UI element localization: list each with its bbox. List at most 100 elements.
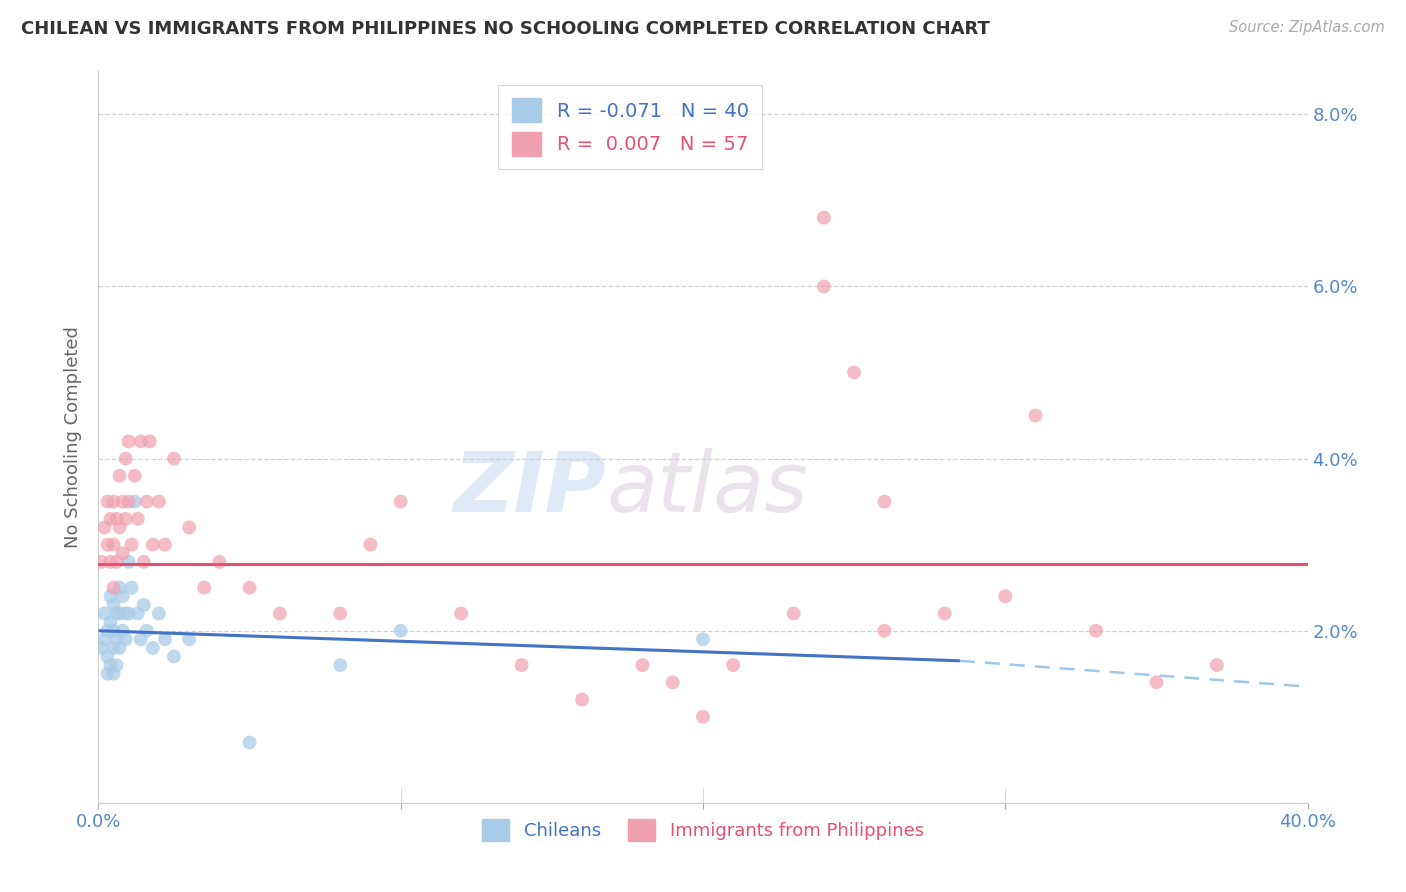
Point xyxy=(100,512,122,526)
Point xyxy=(148,607,170,621)
Point xyxy=(100,555,122,569)
Point xyxy=(103,640,125,655)
Text: CHILEAN VS IMMIGRANTS FROM PHILIPPINES NO SCHOOLING COMPLETED CORRELATION CHART: CHILEAN VS IMMIGRANTS FROM PHILIPPINES N… xyxy=(21,20,990,37)
Point xyxy=(934,607,956,621)
Point xyxy=(105,512,128,526)
Point xyxy=(142,538,165,552)
Point xyxy=(813,279,835,293)
Point xyxy=(124,468,146,483)
Point xyxy=(96,624,118,638)
Point xyxy=(571,692,593,706)
Point xyxy=(132,598,155,612)
Point xyxy=(329,607,352,621)
Text: atlas: atlas xyxy=(606,448,808,529)
Point xyxy=(844,366,866,380)
Point xyxy=(103,538,125,552)
Point xyxy=(103,598,125,612)
Point xyxy=(105,632,128,647)
Text: ZIP: ZIP xyxy=(454,448,606,529)
Point xyxy=(208,555,231,569)
Point xyxy=(114,512,136,526)
Point xyxy=(179,632,201,647)
Point xyxy=(127,512,149,526)
Point xyxy=(153,538,176,552)
Point xyxy=(118,434,141,449)
Point xyxy=(163,649,186,664)
Point xyxy=(114,451,136,466)
Point xyxy=(239,581,262,595)
Point xyxy=(105,658,128,673)
Point xyxy=(135,494,157,508)
Point xyxy=(389,494,412,508)
Point xyxy=(108,468,131,483)
Point xyxy=(108,640,131,655)
Point xyxy=(148,494,170,508)
Point xyxy=(142,640,165,655)
Point xyxy=(873,494,896,508)
Point xyxy=(132,555,155,569)
Point xyxy=(118,607,141,621)
Point xyxy=(100,589,122,603)
Point xyxy=(239,735,262,749)
Point xyxy=(96,666,118,681)
Point xyxy=(111,589,134,603)
Point xyxy=(723,658,745,673)
Point xyxy=(121,581,143,595)
Point xyxy=(329,658,352,673)
Point xyxy=(179,520,201,534)
Point xyxy=(692,710,714,724)
Point xyxy=(114,607,136,621)
Point xyxy=(90,555,112,569)
Point xyxy=(124,494,146,508)
Point xyxy=(93,607,115,621)
Point xyxy=(100,658,122,673)
Point xyxy=(118,555,141,569)
Point xyxy=(873,624,896,638)
Point xyxy=(1085,624,1108,638)
Point xyxy=(1144,675,1167,690)
Point xyxy=(129,632,152,647)
Point xyxy=(103,494,125,508)
Point xyxy=(692,632,714,647)
Point xyxy=(389,624,412,638)
Point xyxy=(163,451,186,466)
Point xyxy=(360,538,382,552)
Point xyxy=(135,624,157,638)
Point xyxy=(108,607,131,621)
Point xyxy=(105,555,128,569)
Point xyxy=(93,632,115,647)
Point xyxy=(510,658,533,673)
Point xyxy=(90,640,112,655)
Point xyxy=(994,589,1017,603)
Point xyxy=(1024,409,1046,423)
Point xyxy=(111,546,134,560)
Point xyxy=(103,581,125,595)
Point xyxy=(96,494,118,508)
Point xyxy=(96,649,118,664)
Point xyxy=(193,581,215,595)
Point xyxy=(631,658,654,673)
Point xyxy=(108,520,131,534)
Point xyxy=(450,607,472,621)
Point xyxy=(111,494,134,508)
Point xyxy=(96,538,118,552)
Point xyxy=(129,434,152,449)
Point xyxy=(127,607,149,621)
Point xyxy=(783,607,806,621)
Point xyxy=(103,666,125,681)
Text: Source: ZipAtlas.com: Source: ZipAtlas.com xyxy=(1229,20,1385,35)
Point xyxy=(661,675,683,690)
Point xyxy=(118,494,141,508)
Point xyxy=(813,211,835,225)
Point xyxy=(114,632,136,647)
Point xyxy=(153,632,176,647)
Point xyxy=(269,607,291,621)
Point xyxy=(105,607,128,621)
Point xyxy=(103,624,125,638)
Point xyxy=(121,538,143,552)
Point xyxy=(139,434,162,449)
Point xyxy=(100,615,122,629)
Point xyxy=(111,624,134,638)
Point xyxy=(108,581,131,595)
Point xyxy=(93,520,115,534)
